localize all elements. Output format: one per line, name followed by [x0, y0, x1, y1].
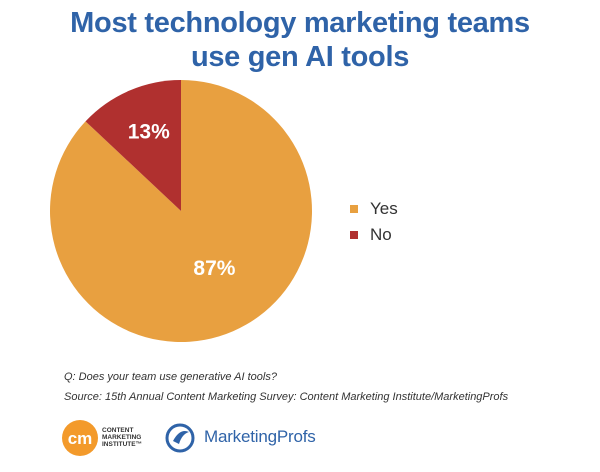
pie-label-no: 13% [128, 120, 170, 143]
legend-label-no: No [370, 225, 392, 244]
legend: Yes No [350, 196, 398, 248]
pie-slice-yes [49, 80, 312, 342]
chart-title-line-1: Most technology marketing teams [70, 7, 530, 39]
legend-swatch-no [350, 231, 358, 239]
chart-title-line-2: use gen AI tools [190, 41, 410, 73]
source-note: Source: 15th Annual Content Marketing Su… [64, 391, 509, 403]
pie-slice-no [85, 80, 181, 211]
cmi-wordmark-line-2: MARKETING [102, 434, 142, 441]
cmi-mark-text: cm [68, 429, 93, 448]
question-note: Q: Does your team use generative AI tool… [64, 371, 277, 383]
cmi-mark-icon: cm [62, 420, 98, 456]
pie-label-yes: 87% [193, 257, 235, 280]
marketingprofs-mark-icon [165, 423, 195, 453]
cmi-wordmark-line-3: INSTITUTE™ [102, 441, 143, 448]
legend-swatch-yes [350, 205, 358, 213]
legend-label-yes: Yes [370, 199, 398, 218]
legend-item-no: No [350, 222, 398, 248]
chart-title: Most technology marketing teams use gen … [0, 6, 600, 74]
footer-logos: cm CONTENT MARKETING INSTITUTE™ Marketin… [60, 418, 580, 458]
legend-item-yes: Yes [350, 196, 398, 222]
marketingprofs-wordmark: MarketingProfs [204, 427, 316, 446]
cmi-wordmark-line-1: CONTENT [102, 427, 134, 434]
cmi-logo: cm CONTENT MARKETING INSTITUTE™ [60, 418, 200, 458]
cmi-wordmark: CONTENT MARKETING INSTITUTE™ [102, 427, 162, 448]
